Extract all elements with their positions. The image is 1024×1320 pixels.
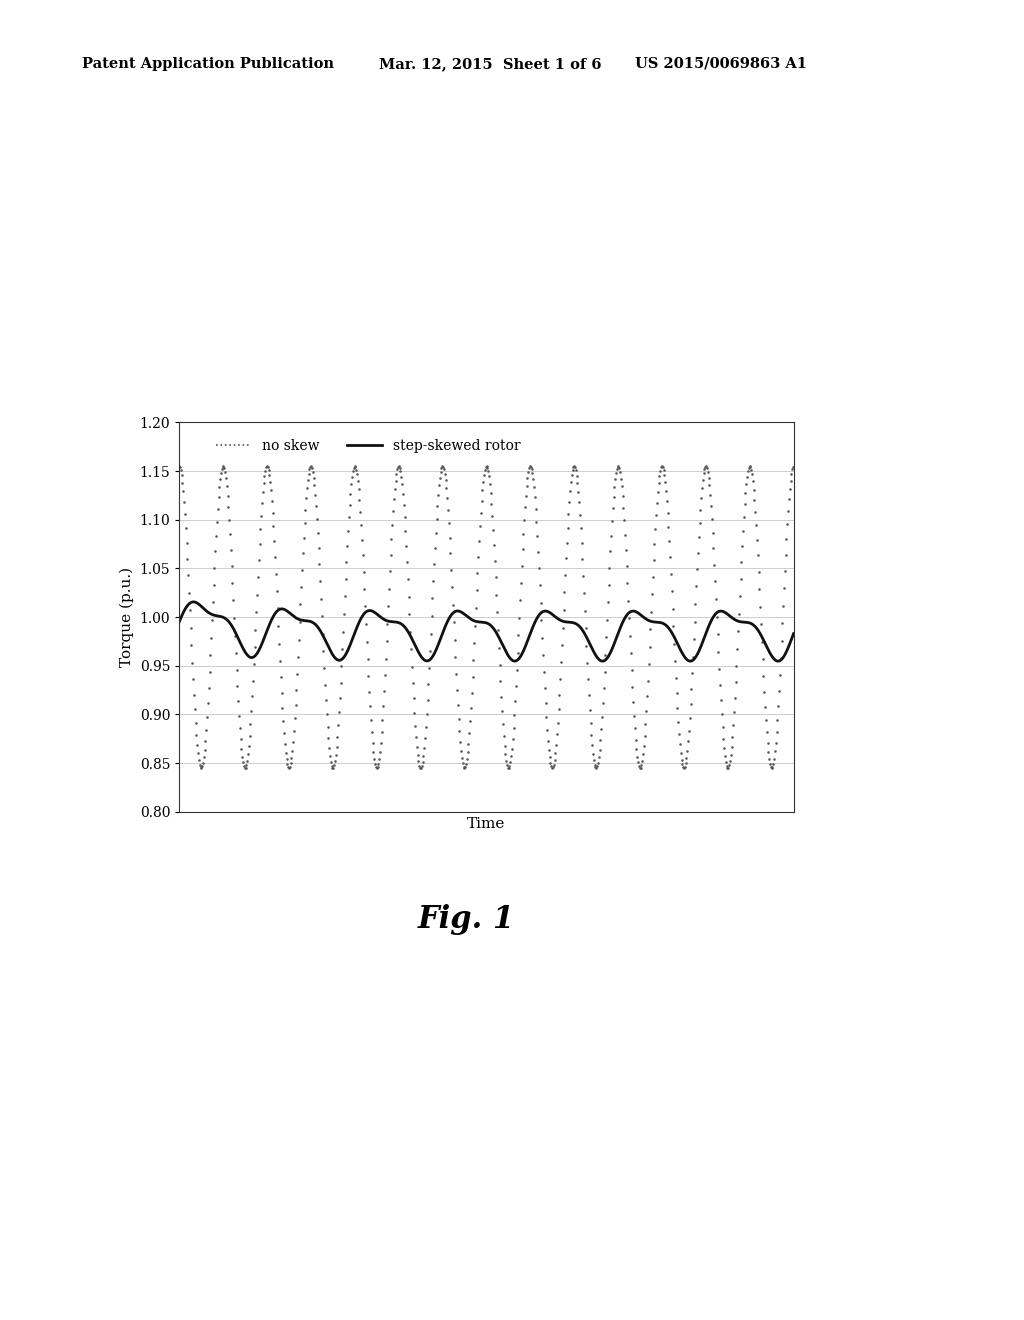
step-skewed rotor xyxy=(280,602,292,618)
no skew xyxy=(659,483,672,499)
step-skewed rotor xyxy=(772,653,784,669)
no skew xyxy=(377,698,389,714)
step-skewed rotor xyxy=(710,606,722,622)
Line: no skew: no skew xyxy=(178,465,795,770)
Text: Patent Application Publication: Patent Application Publication xyxy=(82,57,334,71)
Y-axis label: Torque (p.u.): Torque (p.u.) xyxy=(120,568,134,667)
Text: US 2015/0069863 A1: US 2015/0069863 A1 xyxy=(635,57,807,71)
step-skewed rotor xyxy=(787,626,800,642)
step-skewed rotor xyxy=(187,594,200,610)
step-skewed rotor xyxy=(409,638,421,653)
no skew xyxy=(565,474,578,490)
no skew xyxy=(371,760,383,776)
no skew xyxy=(449,632,461,648)
no skew xyxy=(290,681,302,697)
step-skewed rotor xyxy=(244,649,256,665)
Line: step-skewed rotor: step-skewed rotor xyxy=(179,602,794,661)
step-skewed rotor xyxy=(776,651,788,667)
step-skewed rotor xyxy=(173,614,185,630)
Text: Fig. 1: Fig. 1 xyxy=(418,904,514,935)
Text: Mar. 12, 2015  Sheet 1 of 6: Mar. 12, 2015 Sheet 1 of 6 xyxy=(379,57,601,71)
no skew xyxy=(173,458,185,474)
Legend: no skew, step-skewed rotor: no skew, step-skewed rotor xyxy=(211,433,526,458)
step-skewed rotor xyxy=(435,628,447,644)
no skew xyxy=(786,459,799,475)
X-axis label: Time: Time xyxy=(467,817,506,832)
no skew xyxy=(532,560,545,576)
